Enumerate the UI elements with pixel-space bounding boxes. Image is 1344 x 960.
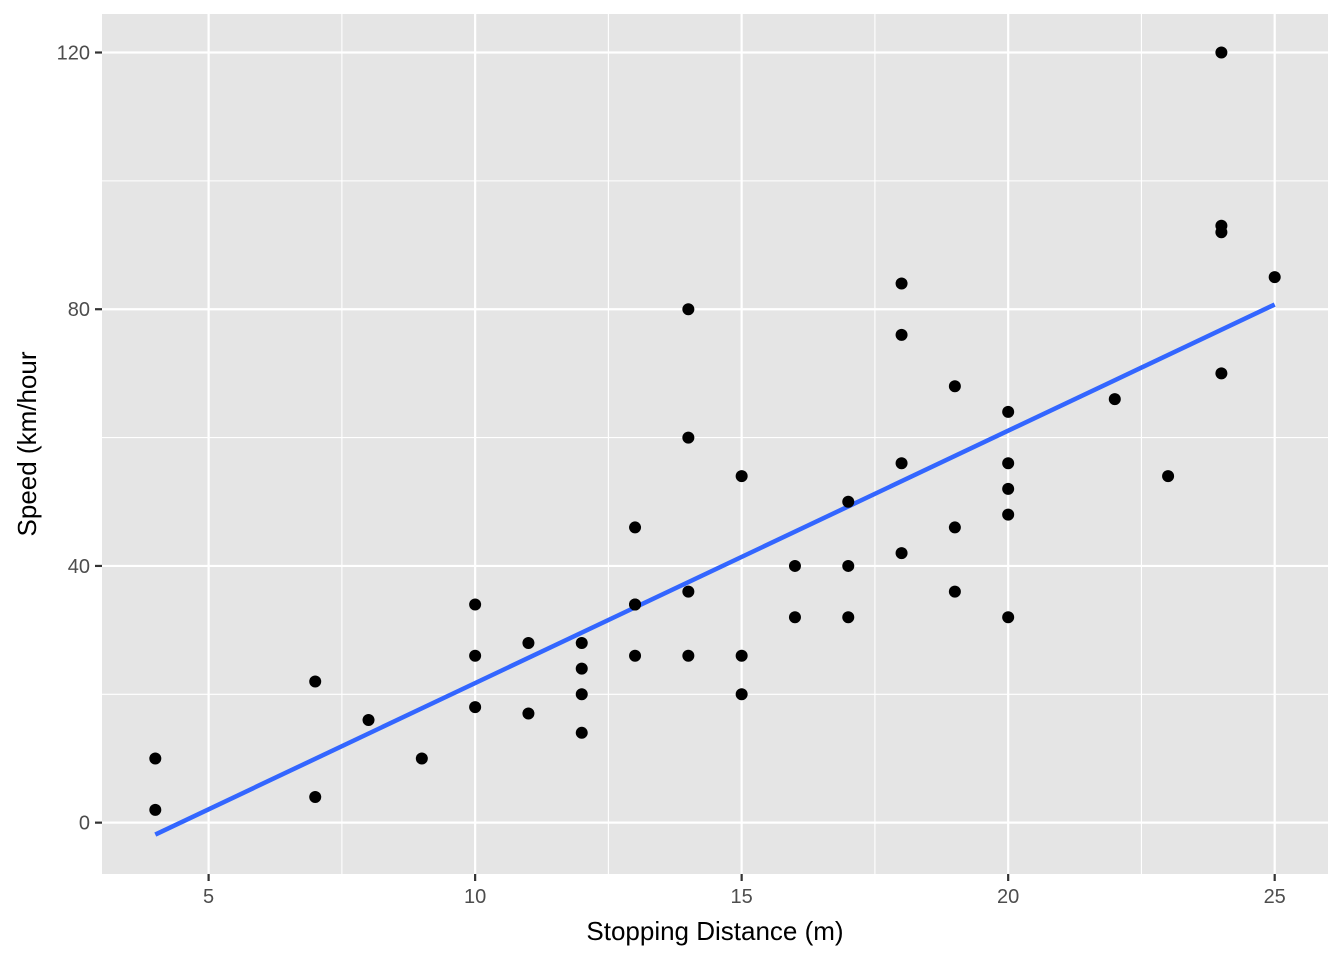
- data-point: [1002, 611, 1015, 624]
- data-point: [788, 559, 801, 572]
- data-point: [682, 431, 695, 444]
- y-axis-title: Speed (km/hour: [12, 351, 42, 536]
- y-tick-label: 40: [68, 556, 90, 578]
- data-point: [629, 649, 642, 662]
- x-axis-title: Stopping Distance (m): [586, 916, 843, 946]
- minor-gridlines: [102, 14, 1328, 874]
- x-tick-label: 10: [464, 886, 486, 908]
- data-point: [362, 713, 375, 726]
- x-tick-label: 25: [1264, 886, 1286, 908]
- data-point: [469, 701, 482, 714]
- data-point: [895, 457, 908, 470]
- data-point: [842, 559, 855, 572]
- data-point: [415, 752, 428, 765]
- data-point: [1108, 393, 1121, 406]
- x-tick-label: 5: [203, 886, 214, 908]
- data-point: [1002, 482, 1015, 495]
- data-point: [735, 470, 748, 483]
- data-point: [149, 752, 162, 765]
- y-tick-label: 0: [79, 813, 90, 835]
- x-axis-ticks: 5 10 15 20 25: [203, 874, 1286, 908]
- data-point: [629, 598, 642, 611]
- data-point: [1215, 219, 1228, 232]
- plot-panel: [102, 14, 1328, 874]
- data-point: [629, 521, 642, 534]
- data-point: [895, 547, 908, 560]
- data-point: [948, 521, 961, 534]
- data-point: [1162, 470, 1175, 483]
- data-point: [309, 675, 322, 688]
- regression-line: [154, 302, 1276, 837]
- data-point: [735, 688, 748, 701]
- data-point: [788, 611, 801, 624]
- data-point: [682, 585, 695, 598]
- data-point: [682, 303, 695, 316]
- major-gridlines: [102, 14, 1328, 874]
- data-point: [522, 707, 535, 720]
- y-tick-label: 80: [68, 299, 90, 321]
- data-point: [575, 636, 588, 649]
- data-point: [149, 803, 162, 816]
- data-point: [522, 636, 535, 649]
- data-point: [1002, 457, 1015, 470]
- data-point: [842, 611, 855, 624]
- data-point: [469, 649, 482, 662]
- data-point: [1215, 46, 1228, 59]
- regression-line-layer: [154, 302, 1276, 837]
- data-point: [948, 380, 961, 393]
- y-tick-label: 120: [57, 43, 90, 65]
- data-point: [1002, 508, 1015, 521]
- data-point: [895, 277, 908, 290]
- data-point: [575, 726, 588, 739]
- data-point: [575, 662, 588, 675]
- x-tick-label: 20: [997, 886, 1019, 908]
- y-axis-ticks: 0 40 80 120: [57, 43, 102, 835]
- data-point: [1002, 405, 1015, 418]
- data-point: [1268, 271, 1281, 284]
- data-points: [149, 46, 1281, 816]
- data-point: [575, 688, 588, 701]
- data-point: [1215, 367, 1228, 380]
- data-point: [469, 598, 482, 611]
- data-point: [842, 495, 855, 508]
- data-point: [682, 649, 695, 662]
- data-point: [895, 328, 908, 341]
- data-point: [948, 585, 961, 598]
- x-tick-label: 15: [731, 886, 753, 908]
- data-point: [735, 649, 748, 662]
- data-point: [309, 790, 322, 803]
